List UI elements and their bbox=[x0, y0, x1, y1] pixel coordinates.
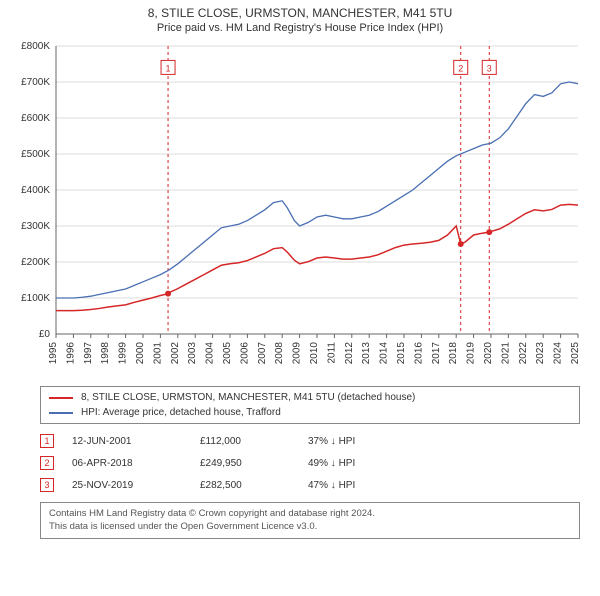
svg-text:2023: 2023 bbox=[535, 342, 546, 365]
svg-text:2009: 2009 bbox=[292, 342, 303, 365]
svg-text:2021: 2021 bbox=[500, 342, 511, 365]
legend-swatch bbox=[49, 412, 73, 414]
svg-text:£500K: £500K bbox=[21, 149, 50, 160]
sale-date: 12-JUN-2001 bbox=[72, 436, 182, 447]
attribution-footer: Contains HM Land Registry data © Crown c… bbox=[40, 502, 580, 539]
sale-delta: 49% ↓ HPI bbox=[308, 458, 398, 469]
svg-text:1: 1 bbox=[166, 63, 171, 73]
svg-text:2017: 2017 bbox=[431, 342, 442, 365]
svg-text:2001: 2001 bbox=[152, 342, 163, 365]
sales-table: 1 12-JUN-2001 £112,000 37% ↓ HPI 2 06-AP… bbox=[40, 430, 580, 496]
svg-text:1997: 1997 bbox=[83, 342, 94, 365]
svg-text:2000: 2000 bbox=[135, 342, 146, 365]
svg-text:2025: 2025 bbox=[570, 342, 581, 365]
svg-text:2006: 2006 bbox=[239, 342, 250, 365]
chart-subtitle: Price paid vs. HM Land Registry's House … bbox=[0, 22, 600, 34]
svg-text:2014: 2014 bbox=[379, 342, 390, 365]
svg-text:2020: 2020 bbox=[483, 342, 494, 365]
svg-text:£300K: £300K bbox=[21, 221, 50, 232]
svg-text:£400K: £400K bbox=[21, 185, 50, 196]
sale-date: 06-APR-2018 bbox=[72, 458, 182, 469]
svg-text:2022: 2022 bbox=[518, 342, 529, 365]
sale-price: £249,950 bbox=[200, 458, 290, 469]
svg-text:1995: 1995 bbox=[48, 342, 59, 365]
sale-delta: 47% ↓ HPI bbox=[308, 480, 398, 491]
marker-box: 3 bbox=[40, 478, 54, 492]
svg-text:2019: 2019 bbox=[466, 342, 477, 365]
legend-item: HPI: Average price, detached house, Traf… bbox=[49, 405, 571, 420]
svg-text:2011: 2011 bbox=[326, 342, 337, 364]
legend-item: 8, STILE CLOSE, URMSTON, MANCHESTER, M41… bbox=[49, 390, 571, 405]
sales-row: 3 25-NOV-2019 £282,500 47% ↓ HPI bbox=[40, 474, 580, 496]
svg-text:1996: 1996 bbox=[65, 342, 76, 365]
svg-text:£700K: £700K bbox=[21, 77, 50, 88]
legend: 8, STILE CLOSE, URMSTON, MANCHESTER, M41… bbox=[40, 386, 580, 424]
svg-text:2010: 2010 bbox=[309, 342, 320, 365]
sales-row: 1 12-JUN-2001 £112,000 37% ↓ HPI bbox=[40, 430, 580, 452]
svg-text:2003: 2003 bbox=[187, 342, 198, 365]
legend-label: HPI: Average price, detached house, Traf… bbox=[81, 405, 281, 420]
svg-text:2013: 2013 bbox=[361, 342, 372, 365]
marker-number: 2 bbox=[44, 458, 49, 468]
svg-text:£600K: £600K bbox=[21, 113, 50, 124]
svg-text:£100K: £100K bbox=[21, 293, 50, 304]
marker-number: 1 bbox=[44, 436, 49, 446]
svg-text:2024: 2024 bbox=[553, 342, 564, 365]
chart-title: 8, STILE CLOSE, URMSTON, MANCHESTER, M41… bbox=[0, 6, 600, 20]
svg-text:2015: 2015 bbox=[396, 342, 407, 365]
line-chart: £0 £100K £200K £300K £400K £500K £600K £700K £80… bbox=[10, 38, 590, 378]
sales-row: 2 06-APR-2018 £249,950 49% ↓ HPI bbox=[40, 452, 580, 474]
svg-text:2008: 2008 bbox=[274, 342, 285, 365]
svg-text:2005: 2005 bbox=[222, 342, 233, 365]
svg-text:2007: 2007 bbox=[257, 342, 268, 365]
page: 8, STILE CLOSE, URMSTON, MANCHESTER, M41… bbox=[0, 6, 600, 596]
sale-price: £282,500 bbox=[200, 480, 290, 491]
svg-text:2: 2 bbox=[458, 63, 463, 73]
marker-box: 1 bbox=[40, 434, 54, 448]
sale-delta: 37% ↓ HPI bbox=[308, 436, 398, 447]
chart-area: £0 £100K £200K £300K £400K £500K £600K £700K £80… bbox=[10, 38, 590, 378]
footer-line: Contains HM Land Registry data © Crown c… bbox=[49, 507, 571, 520]
marker-box: 2 bbox=[40, 456, 54, 470]
sale-price: £112,000 bbox=[200, 436, 290, 447]
svg-text:2018: 2018 bbox=[448, 342, 459, 365]
svg-text:2016: 2016 bbox=[413, 342, 424, 365]
svg-text:1998: 1998 bbox=[100, 342, 111, 365]
legend-swatch bbox=[49, 397, 73, 399]
svg-text:£800K: £800K bbox=[21, 41, 50, 52]
sale-date: 25-NOV-2019 bbox=[72, 480, 182, 491]
svg-text:2012: 2012 bbox=[344, 342, 355, 365]
svg-text:3: 3 bbox=[487, 63, 492, 73]
legend-label: 8, STILE CLOSE, URMSTON, MANCHESTER, M41… bbox=[81, 390, 415, 405]
svg-text:2002: 2002 bbox=[170, 342, 181, 365]
svg-text:£0: £0 bbox=[39, 329, 51, 340]
svg-text:£200K: £200K bbox=[21, 257, 50, 268]
svg-text:1999: 1999 bbox=[118, 342, 129, 365]
footer-line: This data is licensed under the Open Gov… bbox=[49, 520, 571, 533]
marker-number: 3 bbox=[44, 480, 49, 490]
svg-text:2004: 2004 bbox=[205, 342, 216, 365]
